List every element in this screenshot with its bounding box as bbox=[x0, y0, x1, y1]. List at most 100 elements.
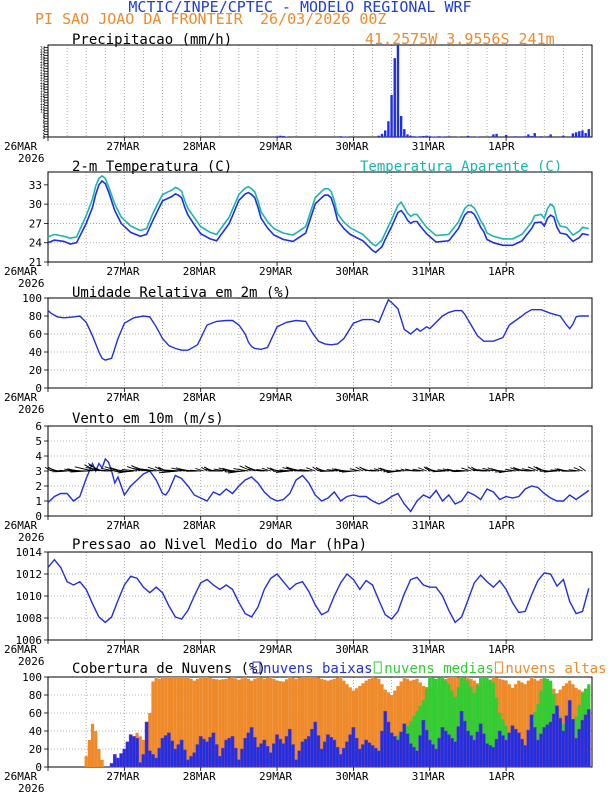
y-tick-label: 15 bbox=[40, 96, 45, 101]
wind-arrow bbox=[165, 469, 182, 472]
low-cloud-bar bbox=[182, 749, 187, 768]
mid-cloud-bar bbox=[431, 677, 435, 767]
high-cloud-bar bbox=[364, 680, 368, 767]
mid-cloud-bar bbox=[415, 711, 419, 767]
y-tick-label: 21 bbox=[29, 256, 42, 269]
y-tick-label: 25 bbox=[40, 69, 45, 74]
high-cloud-bar bbox=[514, 684, 518, 767]
pressure-line bbox=[47, 558, 590, 624]
y-tick-label: 10 bbox=[40, 109, 45, 114]
wind-arrow bbox=[190, 469, 201, 472]
high-cloud-bar bbox=[304, 677, 308, 767]
low-cloud-bar bbox=[466, 730, 470, 768]
wind-arrow bbox=[400, 468, 408, 472]
y-tick-label: 4 bbox=[43, 124, 46, 129]
precip-bar bbox=[275, 136, 279, 137]
high-cloud-bar bbox=[389, 695, 394, 767]
y-tick-label: 6 bbox=[35, 420, 42, 433]
x-tick-label: 29MAR bbox=[259, 643, 292, 656]
x-tick-label: 27MAR bbox=[106, 265, 139, 278]
x-tick-label: 1APR bbox=[488, 643, 515, 656]
low-cloud-bar bbox=[453, 741, 458, 768]
high-cloud-bar bbox=[284, 679, 289, 767]
wind-arrow bbox=[119, 470, 134, 473]
low-cloud-bar bbox=[408, 743, 413, 768]
low-cloud-bar bbox=[319, 748, 324, 768]
precip-bar bbox=[549, 134, 552, 137]
low-cloud-bar bbox=[478, 723, 483, 768]
wind-arrow bbox=[48, 469, 61, 472]
wind-arrow bbox=[366, 469, 376, 472]
precip-bar bbox=[428, 136, 431, 137]
precip-bar bbox=[377, 135, 381, 137]
precip-bar bbox=[457, 136, 460, 137]
low-cloud-bar bbox=[135, 737, 139, 768]
precip-bar bbox=[581, 130, 584, 137]
y-tick-label: 32 bbox=[40, 51, 45, 56]
x-year-label: 2026 bbox=[18, 782, 45, 792]
y-tick-label: 1010 bbox=[16, 590, 43, 603]
x-tick-label: 1APR bbox=[488, 265, 515, 278]
y-tick-label: 31 bbox=[40, 54, 45, 59]
precip-bar bbox=[380, 133, 384, 137]
high-cloud-bar bbox=[393, 690, 397, 767]
low-cloud-bar bbox=[348, 734, 353, 768]
station-name: PI SAO JOAO DA FRONTEIR bbox=[35, 10, 244, 28]
low-cloud-bar bbox=[211, 732, 216, 768]
low-cloud-bar bbox=[246, 732, 251, 768]
wind-panel: 0 1 2 3 4 5 6 26MAR 27MAR 28MAR 29MAR 30MAR 31MAR 1AP… bbox=[4, 411, 593, 544]
wind-arrow bbox=[467, 466, 475, 472]
y-tick-label: 20 bbox=[29, 364, 42, 377]
low-cloud-bar bbox=[329, 737, 333, 768]
low-cloud-bar bbox=[189, 755, 194, 768]
low-cloud-bar bbox=[326, 734, 330, 768]
precip-bar bbox=[546, 136, 549, 137]
y-tick-label: 11 bbox=[40, 106, 45, 111]
legend-mid-clouds: nuvens medias bbox=[384, 661, 494, 677]
low-cloud-bar bbox=[249, 727, 254, 768]
low-cloud-bar bbox=[138, 762, 143, 768]
precip-bar bbox=[422, 135, 425, 137]
precip-bar bbox=[409, 135, 412, 137]
low-cloud-bar bbox=[259, 743, 263, 768]
x-tick-label: 27MAR bbox=[106, 140, 139, 153]
high-cloud-bar bbox=[141, 740, 146, 767]
mid-cloud-bar bbox=[437, 677, 441, 767]
low-cloud-bar bbox=[163, 735, 168, 768]
y-tick-label: 29 bbox=[40, 59, 45, 64]
high-cloud-bar bbox=[300, 677, 305, 767]
plot-frame bbox=[47, 171, 593, 263]
apparent-temperature-line bbox=[47, 174, 589, 247]
precip-bar bbox=[476, 136, 479, 137]
low-cloud-bar bbox=[192, 752, 197, 768]
high-cloud-bar bbox=[87, 740, 91, 767]
low-cloud-bar bbox=[342, 747, 346, 768]
low-cloud-bar bbox=[545, 724, 550, 768]
low-cloud-bar bbox=[291, 744, 295, 768]
y-tick-label: 8 bbox=[43, 114, 46, 119]
mid-cloud-bar bbox=[482, 677, 486, 767]
low-cloud-bar bbox=[472, 739, 477, 768]
high-cloud-bar bbox=[288, 677, 292, 767]
mid-cloud-bar bbox=[453, 696, 457, 767]
low-cloud-bar bbox=[144, 721, 149, 768]
low-cloud-bar bbox=[567, 700, 572, 768]
low-cloud-bar bbox=[485, 743, 489, 768]
low-cloud-bar bbox=[256, 746, 260, 768]
high-cloud-bar bbox=[262, 678, 266, 767]
low-cloud-bar bbox=[497, 730, 502, 768]
low-cloud-bar bbox=[307, 736, 311, 768]
precip-bar bbox=[342, 136, 346, 137]
low-cloud-bar bbox=[268, 752, 273, 768]
high-cloud-bar bbox=[504, 680, 508, 767]
x-tick-label: 26MAR bbox=[4, 265, 37, 278]
low-cloud-bar bbox=[208, 737, 213, 768]
high-cloud-bar bbox=[377, 678, 381, 767]
y-tick-label: 1014 bbox=[16, 546, 43, 559]
panel-title: Precipitacao (mm/h) bbox=[72, 32, 232, 48]
low-cloud-bar bbox=[332, 739, 337, 768]
low-cloud-bar bbox=[147, 750, 152, 768]
x-tick-label: 31MAR bbox=[412, 140, 445, 153]
y-tick-label: 1 bbox=[35, 495, 42, 508]
mid-cloud-bar bbox=[542, 677, 546, 767]
